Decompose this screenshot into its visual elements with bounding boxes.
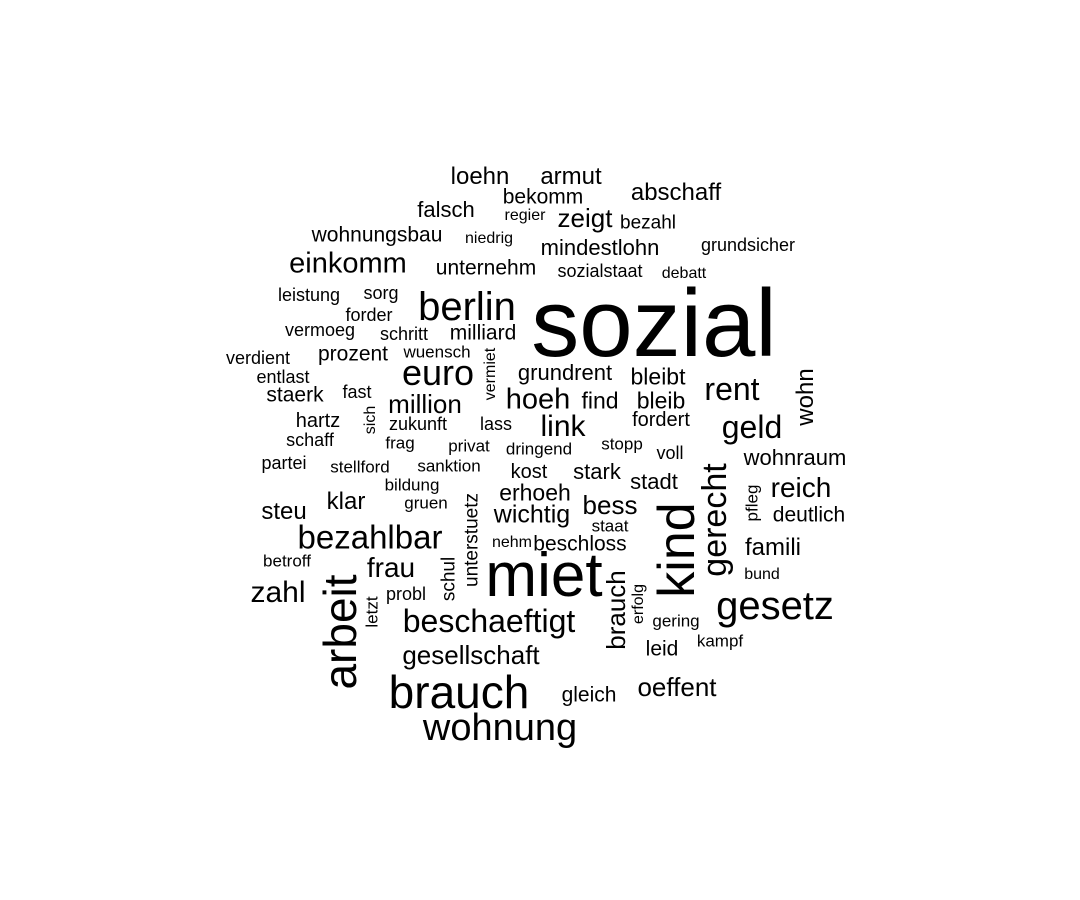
word-arbeit: arbeit: [314, 574, 366, 690]
word-vermiet: vermiet: [482, 347, 499, 401]
word-unternehm: unternehm: [435, 256, 537, 280]
word-klar: klar: [326, 488, 366, 515]
word-gesellschaft: gesellschaft: [402, 640, 540, 670]
word-leistung: leistung: [277, 285, 341, 305]
word-sozial: sozial: [531, 270, 777, 377]
word-deutlich: deutlich: [772, 503, 846, 527]
word-link: link: [540, 410, 586, 443]
word-zeigt: zeigt: [557, 203, 613, 233]
word-steu: steu: [261, 498, 307, 525]
word-bess: bess: [582, 490, 638, 520]
word-sich: sich: [362, 405, 379, 435]
word-erfolg: erfolg: [630, 583, 647, 625]
word-nehm: nehm: [491, 534, 533, 551]
word-abschaff: abschaff: [630, 179, 722, 206]
word-miet: miet: [485, 541, 603, 610]
word-bezahlbar: bezahlbar: [297, 518, 443, 556]
word-schul: schul: [438, 556, 460, 602]
word-mindestlohn: mindestlohn: [540, 235, 660, 260]
word-regier: regier: [504, 207, 546, 224]
word-berlin: berlin: [418, 285, 516, 329]
word-unterstuetz: unterstuetz: [461, 493, 483, 587]
word-gerecht: gerecht: [696, 463, 734, 577]
word-frau: frau: [366, 552, 416, 583]
word-schaff: schaff: [286, 430, 334, 450]
word-verdient: verdient: [225, 348, 291, 368]
word-staat: staat: [591, 516, 629, 536]
word-grundsicher: grundsicher: [700, 235, 796, 255]
word-lass: lass: [479, 414, 513, 434]
word-wohnung: wohnung: [422, 707, 578, 749]
word-grundrent: grundrent: [517, 360, 613, 385]
word-wichtig: wichtig: [493, 500, 571, 529]
word-sozialstaat: sozialstaat: [557, 261, 643, 281]
word-hoeh: hoeh: [505, 383, 571, 416]
word-beschaeftigt: beschaeftigt: [402, 603, 576, 639]
word-fordert: fordert: [632, 409, 690, 431]
word-wohnraum: wohnraum: [743, 445, 847, 470]
word-zukunft: zukunft: [388, 414, 448, 434]
word-pfleg: pfleg: [742, 484, 762, 522]
word-erhoeh: erhoeh: [499, 479, 571, 506]
word-stellford: stellford: [330, 457, 390, 477]
word-kost: kost: [510, 461, 548, 483]
word-bildung: bildung: [384, 475, 440, 495]
word-bezahl: bezahl: [620, 212, 676, 234]
word-armut: armut: [540, 163, 602, 190]
word-stark: stark: [573, 459, 621, 484]
word-geld: geld: [721, 409, 783, 445]
word-loehn: loehn: [450, 163, 510, 190]
word-sanktion: sanktion: [417, 456, 481, 476]
word-entlast: entlast: [256, 367, 310, 387]
word-gering: gering: [652, 611, 700, 631]
word-fast: fast: [342, 382, 372, 402]
word-partei: partei: [261, 453, 307, 473]
word-euro: euro: [401, 352, 475, 393]
word-staerk: staerk: [266, 383, 324, 407]
word-niedrig: niedrig: [464, 230, 514, 247]
word-letzt: letzt: [362, 596, 382, 628]
word-stadt: stadt: [630, 469, 678, 494]
word-famili: famili: [744, 534, 802, 561]
word-rent: rent: [704, 371, 760, 407]
word-gruen: gruen: [404, 493, 448, 513]
word-brauch: brauch: [388, 666, 530, 718]
word-voll: voll: [656, 443, 684, 463]
word-betroff: betroff: [263, 551, 311, 571]
word-falsch: falsch: [417, 197, 475, 222]
word-probl: probl: [385, 584, 427, 604]
word-kampf: kampf: [696, 631, 744, 651]
word-wohn: wohn: [792, 368, 819, 426]
word-braucht: brauch: [601, 570, 631, 650]
word-reich: reich: [770, 472, 832, 503]
word-milliard: milliard: [449, 321, 517, 345]
word-bund: bund: [744, 566, 780, 583]
word-wohnungsbau: wohnungsbau: [311, 223, 443, 247]
word-wuensch: wuensch: [403, 342, 471, 362]
word-bleibt: bleibt: [630, 363, 686, 390]
word-hartz: hartz: [295, 410, 341, 432]
word-gleich: gleich: [561, 683, 617, 707]
word-million: million: [388, 389, 462, 419]
word-dringend: dringend: [505, 439, 573, 459]
word-leid: leid: [645, 637, 679, 661]
word-schritt: schritt: [379, 324, 429, 344]
word-einkomm: einkomm: [289, 247, 407, 280]
word-bleib: bleib: [636, 387, 686, 414]
word-prozent: prozent: [317, 342, 389, 366]
word-forder: forder: [345, 305, 393, 325]
word-stopp: stopp: [601, 434, 643, 454]
word-bekomm: bekomm: [502, 185, 584, 209]
word-privat: privat: [448, 436, 490, 456]
word-vermoeg: vermoeg: [284, 320, 356, 340]
word-gesetz: gesetz: [716, 584, 834, 628]
word-zahl: zahl: [250, 576, 306, 609]
word-oeffent: oeffent: [637, 672, 717, 702]
word-sorg: sorg: [363, 283, 399, 303]
word-debatt: debatt: [661, 265, 707, 282]
word-frag: frag: [385, 433, 415, 453]
word-beschloss: beschloss: [533, 532, 627, 556]
word-find: find: [581, 387, 619, 414]
